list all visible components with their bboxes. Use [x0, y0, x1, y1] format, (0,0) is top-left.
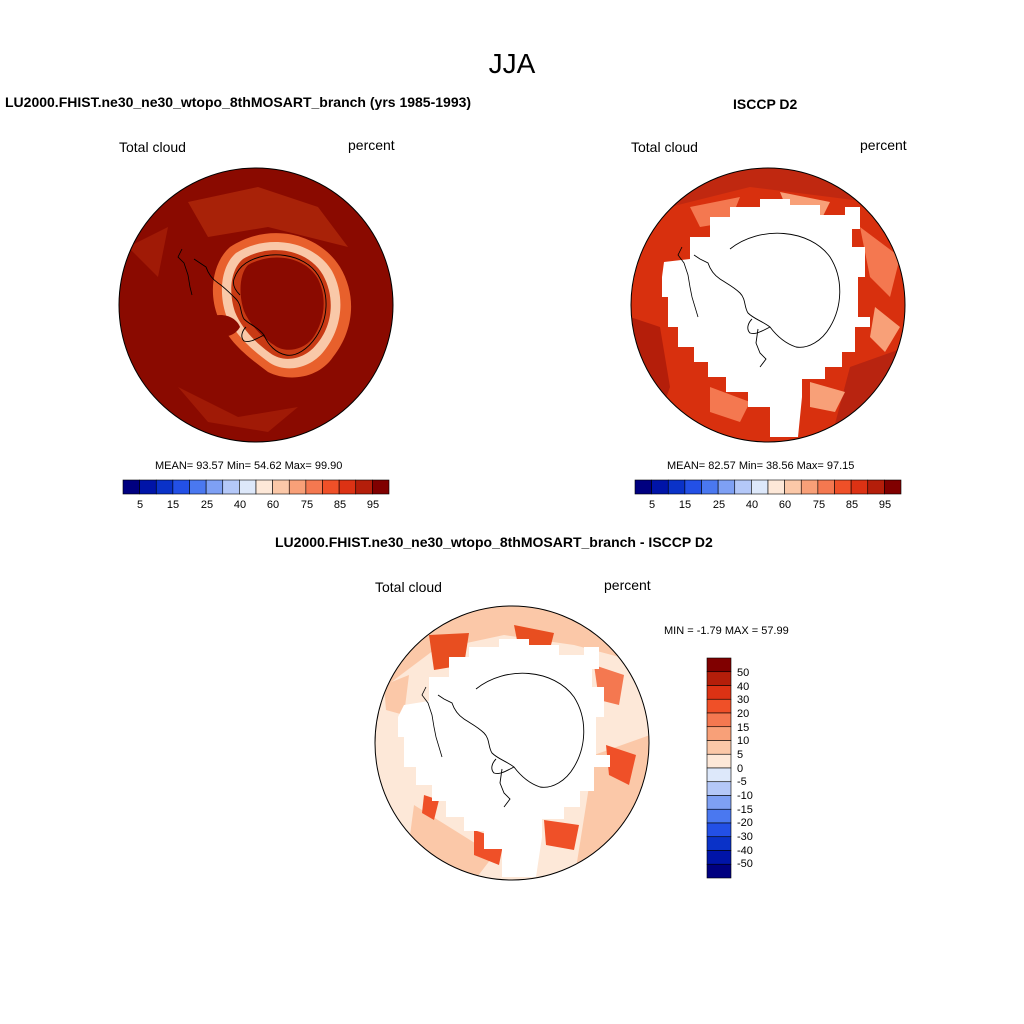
cb3-tick-label: 5: [737, 749, 744, 761]
colorbar-swatch: [751, 479, 769, 495]
colorbar-swatch: [800, 479, 819, 495]
colorbar-swatch: [706, 657, 732, 673]
colorbar-swatch: [706, 822, 732, 838]
cb1-tick-label: 25: [200, 499, 214, 511]
colorbar-swatch: [172, 479, 190, 495]
panel-3-stats: MIN = -1.79 MAX = 57.99: [664, 625, 789, 637]
colorbar-swatch: [706, 698, 732, 714]
colorbar-swatch: [850, 479, 869, 495]
cb2-tick-label: 75: [812, 499, 826, 511]
cb3-tick-label: -5: [737, 776, 747, 788]
cb2-tick-label: 95: [878, 499, 892, 511]
colorbar-swatch: [355, 479, 373, 495]
colorbar-swatch: [706, 753, 732, 769]
cb1-tick-label: 75: [300, 499, 314, 511]
panel-1-polar-map: [118, 167, 394, 443]
cb2-tick-label: 25: [712, 499, 726, 511]
colorbar-swatch: [734, 479, 752, 495]
colorbar-swatch: [272, 479, 290, 495]
colorbar-swatch: [706, 726, 732, 741]
colorbar-swatch: [305, 479, 323, 495]
colorbar-swatch: [139, 479, 157, 495]
cb3-tick-label: 50: [737, 667, 750, 679]
cb2-tick-label: 60: [778, 499, 792, 511]
cb3-tick-label: 40: [737, 681, 750, 693]
cb2-tick-label: 40: [745, 499, 759, 511]
colorbar-swatch: [288, 479, 307, 495]
cb3-tick-label: -20: [737, 817, 753, 829]
colorbar-swatch: [634, 479, 652, 495]
cb2-tick-label: 85: [845, 499, 859, 511]
cb3-tick-label: 15: [737, 722, 750, 734]
cb3-tick-label: -30: [737, 831, 753, 843]
cb3-tick-label: -40: [737, 845, 753, 857]
panel-2-stats: MEAN= 82.57 Min= 38.56 Max= 97.15: [667, 460, 855, 472]
cb3-tick-label: -15: [737, 804, 753, 816]
colorbar-swatch: [706, 836, 732, 851]
cb3-tick-label: 30: [737, 694, 750, 706]
colorbar-swatch: [205, 479, 224, 495]
panel-3-units-label: percent: [604, 577, 651, 593]
cb3-tick-label: -10: [737, 790, 753, 802]
colorbar-swatch: [706, 685, 732, 700]
colorbar-swatch: [767, 479, 785, 495]
cb1-tick-label: 40: [233, 499, 247, 511]
cb2-tick-label: 15: [678, 499, 692, 511]
colorbar-swatch: [706, 850, 732, 865]
colorbar-swatch: [867, 479, 885, 495]
panel-1-stats: MEAN= 93.57 Min= 54.62 Max= 99.90: [155, 460, 343, 472]
colorbar-swatch: [155, 479, 174, 495]
cb3-tick-label: 10: [737, 735, 750, 747]
cb1-tick-label: 60: [266, 499, 280, 511]
colorbar-swatch: [706, 795, 732, 810]
panel-2-variable-label: Total cloud: [631, 139, 698, 155]
panel-1-colorbar: [122, 479, 390, 495]
colorbar-swatch: [717, 479, 736, 495]
cb3-tick-label: 20: [737, 708, 750, 720]
panel-3-variable-label: Total cloud: [375, 579, 442, 595]
colorbar-swatch: [706, 712, 732, 728]
cb3-tick-label: -50: [737, 858, 753, 870]
colorbar-swatch: [706, 671, 732, 686]
colorbar-swatch: [884, 479, 902, 495]
cb1-tick-label: 15: [166, 499, 180, 511]
cb3-tick-label: 0: [737, 763, 744, 775]
cb1-tick-label: 95: [366, 499, 380, 511]
colorbar-swatch: [706, 781, 732, 796]
colorbar-swatch: [706, 767, 732, 783]
panel-2-colorbar: [634, 479, 902, 495]
panel-3-title: LU2000.FHIST.ne30_ne30_wtopo_8thMOSART_b…: [275, 534, 713, 550]
colorbar-swatch: [701, 479, 719, 495]
cb1-tick-label: 5: [136, 499, 144, 511]
panel-2-units-label: percent: [860, 137, 907, 153]
panel-1-title: LU2000.FHIST.ne30_ne30_wtopo_8thMOSART_b…: [5, 94, 472, 110]
colorbar-swatch: [706, 863, 732, 879]
panel-2-title: ISCCP D2: [733, 96, 798, 112]
colorbar-swatch: [706, 808, 732, 824]
panel-1-variable-label: Total cloud: [119, 139, 186, 155]
colorbar-swatch: [784, 479, 802, 495]
cb2-tick-label: 5: [648, 499, 656, 511]
colorbar-swatch: [651, 479, 669, 495]
colorbar-swatch: [372, 479, 390, 495]
cb1-tick-label: 85: [333, 499, 347, 511]
colorbar-swatch: [239, 479, 257, 495]
panel-3-colorbar: [706, 657, 732, 879]
colorbar-swatch: [255, 479, 273, 495]
colorbar-swatch: [817, 479, 835, 495]
colorbar-swatch: [706, 740, 732, 755]
colorbar-swatch: [834, 479, 852, 495]
page-title: JJA: [488, 48, 536, 79]
colorbar-swatch: [189, 479, 207, 495]
colorbar-swatch: [684, 479, 702, 495]
colorbar-swatch: [667, 479, 686, 495]
panel-1-units-label: percent: [348, 137, 395, 153]
colorbar-swatch: [322, 479, 340, 495]
colorbar-swatch: [122, 479, 140, 495]
panel-2-polar-map: [630, 167, 906, 443]
panel-3-polar-map: [374, 605, 650, 881]
colorbar-swatch: [338, 479, 357, 495]
colorbar-swatch: [222, 479, 240, 495]
